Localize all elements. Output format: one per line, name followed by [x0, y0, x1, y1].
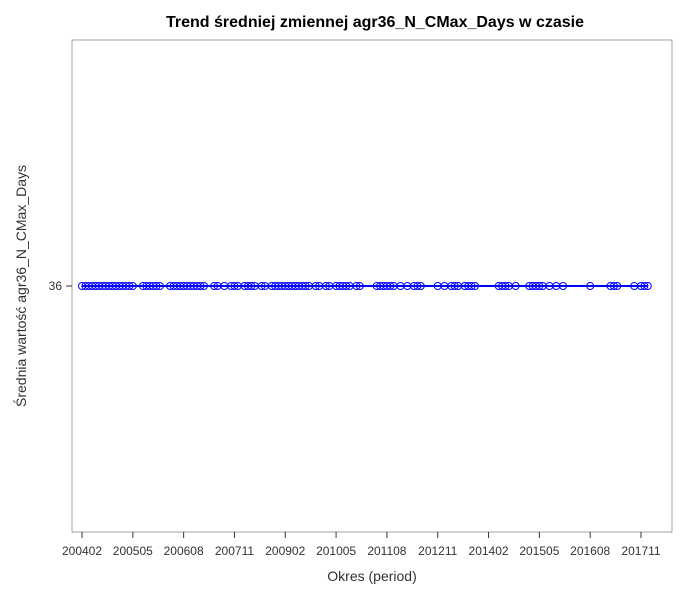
x-tick-label: 201005	[316, 544, 356, 558]
y-tick-label: 36	[49, 279, 63, 293]
x-tick-label: 201711	[621, 544, 660, 558]
x-axis-label: Okres (period)	[327, 568, 416, 584]
data-point	[355, 282, 364, 290]
data-point	[413, 282, 422, 290]
data-point	[613, 282, 622, 290]
x-tick-label: 200608	[164, 544, 204, 558]
x-tick-label: 201108	[367, 544, 406, 558]
data-point	[301, 282, 310, 290]
data-point	[155, 282, 164, 290]
y-axis-label: Średnia wartość agr36_N_CMax_Days	[12, 165, 29, 407]
data-point	[321, 282, 330, 290]
data-point	[128, 282, 137, 290]
x-tick-label: 200902	[265, 544, 305, 558]
data-point	[386, 282, 395, 290]
series-layer	[78, 282, 652, 290]
y-axis: 36	[49, 279, 72, 293]
x-axis: 200402 200505 200608 200711 200902 201005 2011…	[62, 532, 661, 558]
x-tick-label: 201402	[469, 544, 509, 558]
data-point	[196, 282, 205, 290]
data-point	[450, 282, 459, 290]
data-point	[586, 282, 595, 290]
data-point	[511, 282, 520, 290]
data-point	[416, 282, 425, 290]
data-point	[230, 282, 239, 290]
data-point	[125, 282, 134, 290]
data-point	[470, 282, 479, 290]
x-tick-label: 201211	[418, 544, 457, 558]
data-point	[609, 282, 618, 290]
x-tick-label: 201608	[570, 544, 610, 558]
data-point	[467, 282, 476, 290]
x-tick-label: 200505	[113, 544, 153, 558]
data-point	[152, 282, 161, 290]
x-tick-label: 200402	[62, 544, 102, 558]
data-point	[501, 282, 510, 290]
data-point	[210, 282, 219, 290]
data-point	[643, 282, 652, 290]
data-point	[257, 282, 266, 290]
data-point	[247, 282, 256, 290]
data-point	[352, 282, 361, 290]
x-tick-label: 200711	[215, 544, 254, 558]
data-point	[640, 282, 649, 290]
data-point	[342, 282, 351, 290]
data-point	[535, 282, 544, 290]
data-point	[559, 282, 568, 290]
data-point	[199, 282, 208, 290]
chart-title: Trend średniej zmiennej agr36_N_CMax_Day…	[166, 14, 584, 31]
x-tick-label: 201505	[519, 544, 559, 558]
data-point	[311, 282, 320, 290]
